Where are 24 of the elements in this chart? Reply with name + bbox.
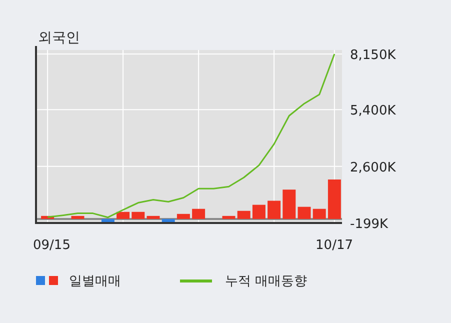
x-tick-label: 09/15 [33, 238, 70, 253]
bar [282, 190, 296, 219]
bar [71, 216, 84, 219]
bar [222, 216, 236, 219]
bar [146, 216, 160, 219]
bar [298, 206, 311, 219]
ytick: 5,400K [350, 104, 396, 119]
legend-label: 일별매매 [69, 274, 121, 289]
legend-label: 누적 매매동향 [225, 274, 308, 289]
bar [252, 204, 266, 219]
ytick: -199K [350, 217, 388, 232]
x-tick-label: 10/17 [316, 238, 353, 253]
bar [268, 200, 281, 219]
bar [162, 218, 175, 222]
bar [176, 214, 190, 219]
bar [192, 208, 206, 219]
ytick: 2,600K [350, 160, 396, 176]
chart-title: 외국인 [38, 30, 80, 46]
bar [328, 180, 341, 219]
bar [132, 212, 145, 219]
bar [237, 210, 250, 219]
bar [312, 208, 326, 219]
ytick: 8,150K [350, 48, 396, 63]
bar [116, 212, 130, 219]
